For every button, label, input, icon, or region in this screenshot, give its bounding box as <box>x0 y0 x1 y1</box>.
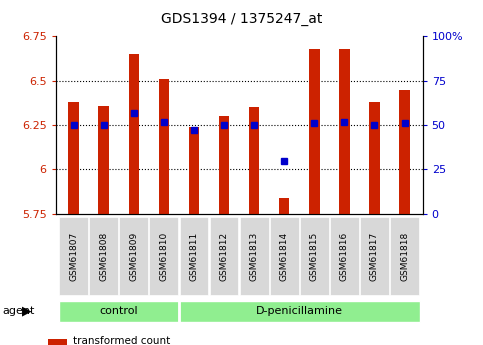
Text: agent: agent <box>2 306 35 316</box>
Text: GSM61810: GSM61810 <box>159 231 169 281</box>
FancyBboxPatch shape <box>210 217 239 295</box>
Bar <box>189 127 199 214</box>
Text: GSM61812: GSM61812 <box>220 231 228 281</box>
FancyBboxPatch shape <box>149 217 178 295</box>
FancyBboxPatch shape <box>58 300 179 322</box>
Text: GSM61808: GSM61808 <box>99 231 108 281</box>
Bar <box>399 89 410 214</box>
Bar <box>158 79 169 214</box>
Text: GSM61815: GSM61815 <box>310 231 319 281</box>
Text: GSM61817: GSM61817 <box>370 231 379 281</box>
FancyBboxPatch shape <box>179 300 420 322</box>
Bar <box>369 102 380 214</box>
FancyBboxPatch shape <box>89 217 118 295</box>
Bar <box>48 339 67 345</box>
Text: GDS1394 / 1375247_at: GDS1394 / 1375247_at <box>161 12 322 26</box>
FancyBboxPatch shape <box>240 217 269 295</box>
FancyBboxPatch shape <box>59 217 88 295</box>
FancyBboxPatch shape <box>270 217 298 295</box>
Text: D-penicillamine: D-penicillamine <box>256 306 343 316</box>
FancyBboxPatch shape <box>119 217 148 295</box>
FancyBboxPatch shape <box>330 217 359 295</box>
Bar <box>249 107 259 214</box>
Bar <box>279 198 289 214</box>
Bar <box>309 49 320 214</box>
Bar <box>219 116 229 214</box>
FancyBboxPatch shape <box>180 217 208 295</box>
Text: control: control <box>99 306 138 316</box>
Text: GSM61814: GSM61814 <box>280 231 289 281</box>
Text: GSM61811: GSM61811 <box>189 231 199 281</box>
Text: GSM61816: GSM61816 <box>340 231 349 281</box>
Text: ▶: ▶ <box>22 305 31 318</box>
Text: GSM61809: GSM61809 <box>129 231 138 281</box>
Text: GSM61813: GSM61813 <box>250 231 258 281</box>
Bar <box>128 54 139 214</box>
Bar <box>68 102 79 214</box>
FancyBboxPatch shape <box>300 217 329 295</box>
FancyBboxPatch shape <box>390 217 419 295</box>
Bar <box>339 49 350 214</box>
Text: transformed count: transformed count <box>73 336 170 345</box>
FancyBboxPatch shape <box>360 217 389 295</box>
Bar <box>99 106 109 214</box>
Text: GSM61807: GSM61807 <box>69 231 78 281</box>
Text: GSM61818: GSM61818 <box>400 231 409 281</box>
